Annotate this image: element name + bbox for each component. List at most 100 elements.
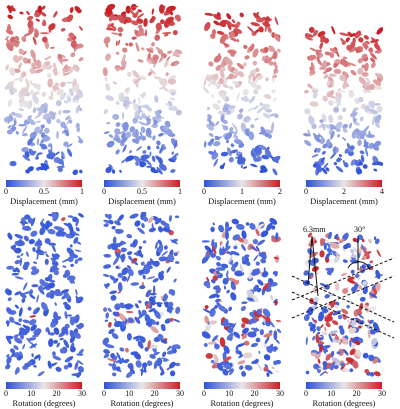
grain [240,164,243,169]
grain [235,223,245,230]
grain [72,232,80,236]
grain [10,245,16,250]
grain [204,323,212,333]
grain [40,11,47,17]
grain [246,289,254,298]
grain [373,43,381,51]
grain [77,366,84,373]
grain [27,118,36,126]
grain [117,14,125,24]
grain [103,223,109,228]
grain [108,164,113,170]
grain [214,298,221,303]
grain [270,294,274,301]
grain [272,155,281,163]
grain [356,168,363,175]
grain [75,218,79,227]
grain [121,253,126,263]
grain [160,19,165,25]
grain [33,31,39,38]
grain [44,258,49,265]
grain [217,110,228,116]
shear-band-line [291,257,395,301]
grain [139,336,146,343]
grain [260,251,267,260]
grain [211,364,217,369]
grain [250,163,258,168]
grain [58,109,62,115]
grain [28,148,35,156]
grain [76,371,82,378]
grain [59,348,66,354]
displacement-panel-2 [102,4,182,176]
grain [254,78,259,83]
grain [65,233,73,239]
grain [356,292,364,296]
grain [67,37,73,42]
grain [110,243,118,251]
grain [63,100,69,104]
grain [223,285,227,290]
grain [118,92,125,102]
grain [69,317,75,326]
tick-label: 0 [202,187,206,196]
grain [363,249,370,257]
grain [336,133,341,138]
grain [268,45,276,53]
grain [334,233,339,240]
grain [273,64,278,75]
grain [219,34,227,44]
grain [229,126,234,132]
grain [62,265,67,268]
grain [313,134,321,139]
grain [273,97,277,102]
grain [334,365,339,370]
grain [32,334,39,338]
grain [230,322,237,332]
grain [214,343,220,350]
grain [7,4,12,14]
grain [116,352,121,361]
grain [23,282,28,291]
grain [168,215,172,222]
grain [249,81,258,88]
grain [354,273,360,278]
grain [309,47,317,52]
grain [114,318,117,323]
grain [164,120,171,127]
grain [264,149,272,158]
grain [110,352,115,359]
grain [246,297,256,302]
tick-label: 30 [78,389,86,398]
grain [112,256,120,266]
grain [216,362,224,371]
grain [257,363,263,372]
grain [374,72,383,79]
grain [36,294,39,303]
grain [113,355,118,361]
grain [74,5,82,14]
grain [30,324,37,332]
grain [102,67,108,77]
grain [173,140,178,149]
grain [122,144,127,153]
grain [36,59,42,69]
grain [224,226,230,232]
grain [62,273,69,278]
grain [236,343,245,348]
grain-field [303,25,383,176]
grain [219,245,225,256]
grain [9,316,15,323]
grain [363,41,369,45]
grain [365,147,369,157]
grain [138,121,148,126]
grain [214,135,220,141]
grain [141,104,147,108]
grain [69,67,74,74]
grain [31,266,37,271]
grain [36,138,39,146]
grain [163,245,168,250]
grain [261,105,268,112]
rotation-colorbar-label-3: Rotation (degrees) [210,398,274,408]
grain [54,288,61,294]
